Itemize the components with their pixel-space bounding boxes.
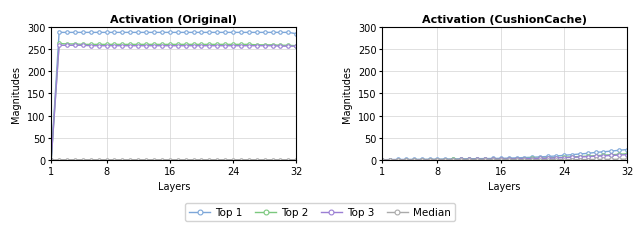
Title: Activation (Original): Activation (Original)	[110, 15, 237, 25]
Legend: Top 1, Top 2, Top 3, Median: Top 1, Top 2, Top 3, Median	[185, 203, 455, 221]
Title: Activation (CushionCache): Activation (CushionCache)	[422, 15, 587, 25]
Y-axis label: Magnitudes: Magnitudes	[342, 65, 353, 122]
Y-axis label: Magnitudes: Magnitudes	[12, 65, 22, 122]
X-axis label: Layers: Layers	[157, 181, 190, 191]
X-axis label: Layers: Layers	[488, 181, 521, 191]
